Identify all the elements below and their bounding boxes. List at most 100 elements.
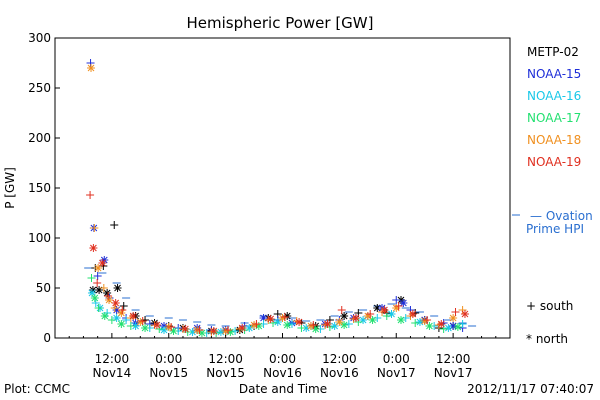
x-tick-label-date: Nov16: [263, 366, 302, 380]
point-noaa-17: [411, 319, 420, 327]
point-noaa-17: [100, 312, 109, 320]
legend-item: NOAA-18: [527, 133, 581, 147]
point-noaa-16: [387, 310, 396, 318]
point-noaa-17: [340, 321, 349, 329]
point-noaa-18: [99, 284, 108, 292]
point-noaa-19: [323, 320, 332, 328]
y-axis-ticks: 0 50 100 150 200 250 300: [28, 31, 60, 345]
y-tick-label: 50: [36, 281, 51, 295]
point-metp-02: [95, 286, 104, 294]
point-metp-02: [119, 302, 128, 310]
legend-item: NOAA-15: [527, 67, 581, 81]
point-noaa-19: [138, 317, 147, 325]
footer-plot-credit: Plot: CCMC: [4, 382, 70, 396]
point-noaa-19: [89, 244, 98, 252]
y-tick-label: 250: [28, 81, 51, 95]
marker-north-label: * north: [526, 332, 568, 346]
point-noaa-19: [104, 292, 113, 300]
point-noaa-19: [451, 308, 460, 316]
point-noaa-16: [330, 322, 339, 330]
point-noaa-18: [335, 318, 344, 326]
point-noaa-19: [437, 320, 446, 328]
point-noaa-17: [126, 322, 135, 330]
legend-item: METP-02: [527, 45, 579, 59]
point-noaa-19: [152, 321, 161, 329]
point-noaa-19: [337, 306, 346, 314]
point-noaa-19: [86, 191, 95, 199]
x-axis-label: Date and Time: [239, 382, 327, 396]
point-noaa-16: [273, 318, 282, 326]
point-metp-02: [110, 221, 119, 229]
point-metp-02: [113, 284, 122, 292]
legend-item: NOAA-17: [527, 111, 581, 125]
point-noaa-19: [394, 302, 403, 310]
point-noaa-15: [392, 296, 401, 304]
point-noaa-18: [90, 224, 99, 232]
ovation-label-line1: — Ovation: [530, 209, 593, 223]
point-noaa-18: [105, 296, 114, 304]
point-noaa-16: [91, 299, 100, 307]
legend: METP-02 NOAA-15 NOAA-16 NOAA-17 NOAA-18 NOAA-…: [527, 45, 581, 169]
point-noaa-16: [444, 324, 453, 332]
x-tick-label-date: Nov17: [377, 366, 416, 380]
point-noaa-17: [87, 274, 96, 282]
y-tick-label: 150: [28, 181, 51, 195]
x-tick-label-time: 12:00: [208, 352, 243, 366]
point-noaa-17: [94, 304, 103, 312]
point-noaa-19: [209, 327, 218, 335]
data-marks: [86, 59, 469, 337]
point-noaa-17: [382, 312, 391, 320]
point-noaa-16: [160, 326, 169, 334]
x-tick-label-date: Nov17: [434, 366, 473, 380]
x-tick-label-date: Nov15: [149, 366, 188, 380]
ovation-label-line2: Prime HPI: [526, 222, 584, 236]
point-noaa-18: [87, 64, 96, 72]
y-tick-label: 100: [28, 231, 51, 245]
point-noaa-19: [351, 314, 360, 322]
point-noaa-17: [90, 294, 99, 302]
point-noaa-19: [252, 320, 261, 328]
point-noaa-19: [181, 325, 190, 333]
point-noaa-19: [129, 312, 138, 320]
point-noaa-16: [344, 320, 353, 328]
point-noaa-19: [295, 318, 304, 326]
point-noaa-19: [266, 315, 275, 323]
x-tick-label-date: Nov15: [206, 366, 245, 380]
point-noaa-16: [231, 327, 240, 335]
x-axis-ticks: 12:00Nov140:00Nov1512:00Nov150:00Nov1612…: [68, 333, 497, 380]
y-tick-label: 200: [28, 131, 51, 145]
point-noaa-19: [460, 310, 469, 318]
point-noaa-17: [453, 323, 462, 331]
point-noaa-17: [396, 316, 405, 324]
x-tick-label-time: 0:00: [155, 352, 182, 366]
point-noaa-16: [359, 316, 368, 324]
point-noaa-17: [297, 324, 306, 332]
point-noaa-15: [93, 272, 102, 280]
y-tick-label: 300: [28, 31, 51, 45]
plot-frame: [54, 37, 511, 339]
point-noaa-15: [399, 299, 408, 307]
y-tick-label: 0: [43, 331, 51, 345]
x-tick-label-time: 12:00: [436, 352, 471, 366]
x-tick-label-date: Nov16: [320, 366, 359, 380]
point-noaa-19: [111, 299, 120, 307]
point-noaa-19: [408, 310, 417, 318]
x-tick-label-time: 12:00: [322, 352, 357, 366]
point-noaa-19: [195, 326, 204, 334]
point-noaa-19: [366, 310, 375, 318]
point-noaa-18: [94, 264, 103, 272]
chart-title: Hemispheric Power [GW]: [187, 14, 374, 32]
point-noaa-19: [223, 326, 232, 334]
point-noaa-19: [380, 306, 389, 314]
point-noaa-19: [309, 321, 318, 329]
point-noaa-16: [458, 320, 467, 328]
point-noaa-16: [122, 316, 131, 324]
point-noaa-17: [117, 320, 126, 328]
marker-south-label: + south: [526, 299, 573, 313]
x-tick-label-time: 0:00: [383, 352, 410, 366]
point-noaa-19: [93, 279, 102, 287]
point-noaa-17: [107, 316, 116, 324]
footer-timestamp: 2012/11/17 07:40:07: [467, 382, 594, 396]
point-noaa-16: [287, 320, 296, 328]
